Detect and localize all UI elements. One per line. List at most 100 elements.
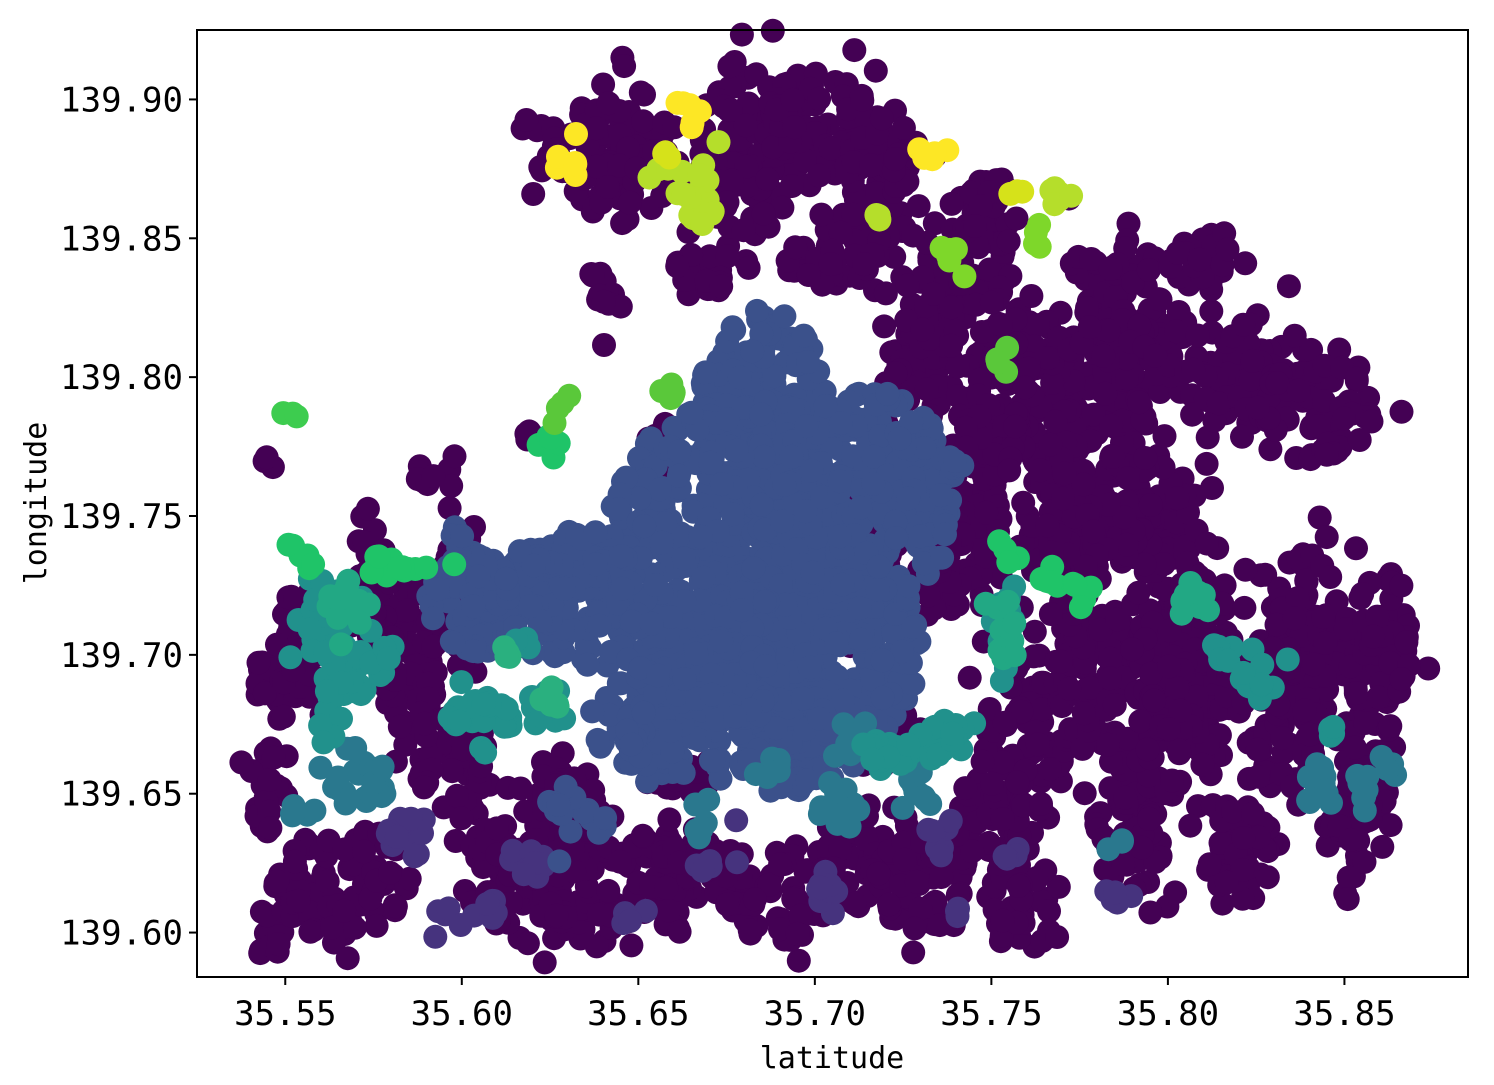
data-point [1352,849,1377,874]
data-point [658,605,683,629]
data-point [755,167,780,192]
data-point [1314,442,1339,467]
data-point [1333,617,1358,642]
data-point [831,688,855,713]
data-point [1194,451,1219,476]
data-point [1264,612,1289,637]
data-point [575,652,600,677]
data-point [265,869,290,894]
data-point [1359,409,1384,434]
data-point [1146,287,1171,312]
data-point [970,749,995,774]
data-point [770,509,794,534]
data-point [1152,424,1177,449]
data-point [861,444,886,469]
data-point [725,438,749,463]
series-0 [229,18,1441,975]
data-point [847,596,872,621]
data-point [870,685,895,710]
data-point [632,514,657,539]
data-point [1160,768,1184,793]
data-point [992,844,1017,869]
data-point [709,274,734,299]
data-point [996,229,1021,254]
data-point [827,524,852,549]
data-point [818,252,843,277]
data-point [795,768,820,793]
data-point [938,808,963,833]
data-point [1003,414,1028,439]
data-point [699,662,724,687]
data-point [657,807,682,832]
data-point [1270,726,1295,751]
data-point [715,892,740,917]
data-point [797,655,822,680]
data-point [1079,247,1104,271]
data-point [1133,446,1158,470]
data-point [946,384,971,409]
data-point [890,639,914,664]
data-point [1299,337,1324,362]
data-point [796,263,821,287]
data-point [883,361,908,386]
data-point [1331,406,1356,431]
data-point [684,641,709,666]
data-point [1166,300,1191,324]
data-point [699,682,724,707]
data-point [421,634,446,659]
data-point [1043,409,1068,434]
data-point [863,58,888,83]
data-point [653,511,678,536]
data-point [954,415,978,440]
data-point [1301,652,1326,677]
data-point [1006,873,1031,898]
data-point [595,175,620,199]
data-point [627,486,652,511]
data-point [1258,437,1283,462]
data-point [511,862,536,887]
data-point [1344,536,1368,561]
data-point [842,38,867,63]
data-point [411,775,436,800]
data-point [930,545,955,570]
data-point [1077,315,1102,340]
data-point [968,194,993,218]
data-point [768,852,793,877]
data-point [1071,701,1096,726]
data-point [1157,654,1182,679]
data-point [585,727,610,752]
data-point [1378,714,1403,739]
data-point [332,898,357,923]
data-point [484,816,509,841]
data-point [800,560,825,585]
data-point [1312,353,1337,378]
data-point [901,671,926,696]
data-point [1389,573,1414,598]
data-point [1038,432,1063,457]
data-point [1378,813,1403,838]
data-point [442,444,467,469]
data-point [736,255,761,280]
data-point [1037,757,1062,782]
data-point [1231,826,1256,850]
data-point [745,298,769,323]
data-point [1143,343,1168,368]
data-point [586,902,611,927]
data-point [807,86,832,111]
data-point [1078,675,1103,700]
data-point [916,583,941,608]
data-point [807,163,831,188]
data-point [1113,785,1138,810]
data-point [229,750,254,775]
data-point [1389,667,1414,692]
data-point [717,54,742,79]
data-point [1394,630,1419,655]
data-point [945,899,969,924]
data-point [1025,313,1050,338]
data-point [1098,646,1123,671]
data-point [698,450,723,475]
data-point [697,244,722,269]
data-point [679,400,704,425]
data-point [532,950,557,975]
data-point [733,113,758,138]
